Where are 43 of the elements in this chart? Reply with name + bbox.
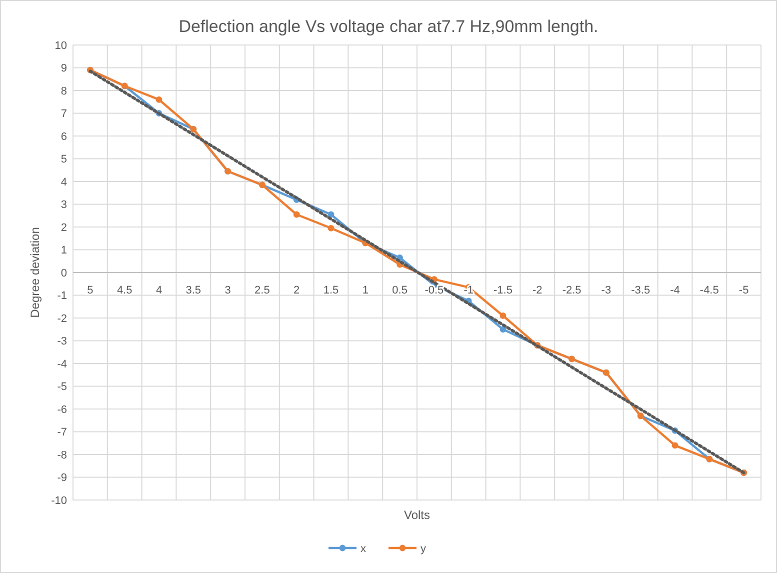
x-tick-label: -1.5: [494, 284, 512, 296]
y-tick-label: 4: [60, 176, 67, 188]
y-tick-label: 0: [60, 267, 67, 280]
y-tick-label: 5: [60, 154, 67, 166]
x-tick-label: -3.5: [631, 284, 650, 296]
x-tick-label: 1: [362, 284, 368, 296]
x-tick-label: 4.5: [116, 284, 132, 296]
y-tick-label: 9: [60, 62, 67, 75]
x-tick-label: 2: [294, 284, 300, 296]
y-tick-label: 8: [60, 85, 67, 98]
chart-title: Deflection angle Vs voltage char at7.7 Hz,90mm length.: [178, 17, 598, 36]
y-tick-label: -10: [51, 494, 67, 507]
x-tick-label: 5: [87, 284, 94, 296]
x-tick-label: -2: [532, 284, 542, 296]
x-tick-label: -4.5: [700, 284, 719, 296]
y-tick-label: -6: [57, 404, 67, 416]
y-tick-label: 6: [60, 130, 67, 143]
x-tick-label: 3: [224, 284, 231, 296]
y-tick-label: 3: [60, 199, 67, 212]
x-tick-label: 1.5: [323, 284, 339, 296]
y-tick-label: 1: [60, 244, 67, 257]
y-axis-title: Degree deviation: [28, 227, 42, 318]
y-tick-label: -5: [57, 381, 67, 394]
x-tick-label: -5: [738, 284, 749, 296]
y-tick-label: -9: [57, 472, 67, 484]
y-tick-label: 10: [54, 40, 67, 52]
x-tick-label: -2.5: [562, 284, 582, 296]
x-axis-title: Volts: [404, 508, 430, 522]
y-tick-label: -3: [57, 336, 67, 348]
y-tick-label: -8: [57, 449, 67, 462]
y-tick-label: -2: [57, 312, 67, 325]
legend-label: x: [360, 542, 366, 555]
y-tick-label: -7: [57, 426, 67, 439]
y-tick-label: 7: [60, 108, 67, 120]
x-tick-label: 0.5: [392, 284, 408, 296]
y-tick-label: 2: [60, 222, 67, 234]
x-tick-label: 4: [156, 284, 162, 296]
legend-label: y: [420, 542, 426, 555]
x-tick-label: -4: [670, 284, 680, 296]
x-tick-label: 3.5: [186, 284, 202, 296]
x-tick-label: 2.5: [254, 284, 270, 296]
y-tick-label: -4: [57, 358, 67, 370]
x-tick-label: -3: [601, 284, 612, 296]
